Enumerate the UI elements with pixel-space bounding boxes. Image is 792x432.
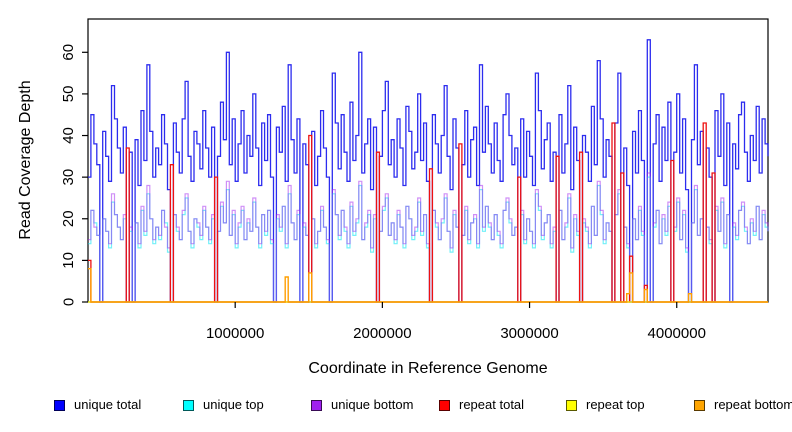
y-tick-label: 0 — [60, 298, 77, 306]
axes-ticks: 0 10 20 30 40 50 60 1000000 2000000 3000000 400000… — [60, 44, 706, 342]
series-layer — [88, 39, 769, 303]
series-repeat-total — [88, 122, 768, 303]
y-tick-label: 10 — [60, 252, 77, 269]
y-tick-label: 40 — [60, 127, 77, 144]
y-tick-label: 50 — [60, 86, 77, 103]
y-tick-label: 60 — [60, 44, 77, 61]
series-unique-total — [88, 39, 769, 303]
series-repeat-bottom — [88, 268, 768, 303]
x-axis-title: Coordinate in Reference Genome — [308, 360, 547, 377]
x-tick-label: 4000000 — [648, 325, 706, 342]
x-tick-label: 2000000 — [353, 325, 411, 342]
y-axis-title: Read Coverage Depth — [17, 80, 34, 239]
y-tick-label: 30 — [60, 169, 77, 186]
x-tick-label: 1000000 — [206, 325, 264, 342]
series-unique-bottom — [88, 172, 769, 303]
x-tick-label: 3000000 — [500, 325, 558, 342]
y-tick-label: 20 — [60, 210, 77, 227]
series-unique-top — [88, 176, 769, 303]
